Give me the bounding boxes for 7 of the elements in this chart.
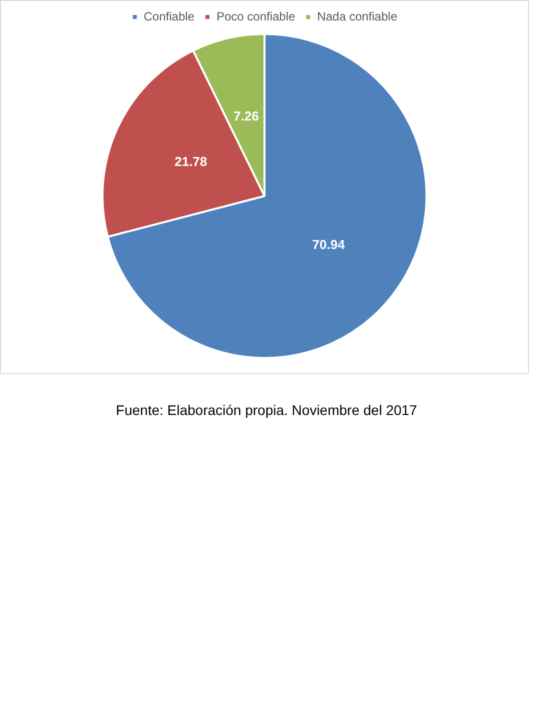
data-label: 70.94 — [312, 237, 346, 252]
source-note: Fuente: Elaboración propia. Noviembre del 2017 — [114, 402, 418, 418]
legend-label: Poco confiable — [216, 9, 296, 24]
legend-label: Nada confiable — [317, 9, 398, 24]
legend-label: Confiable — [144, 9, 195, 24]
data-label: 7.26 — [234, 108, 259, 124]
data-label: 21.78 — [174, 154, 208, 169]
